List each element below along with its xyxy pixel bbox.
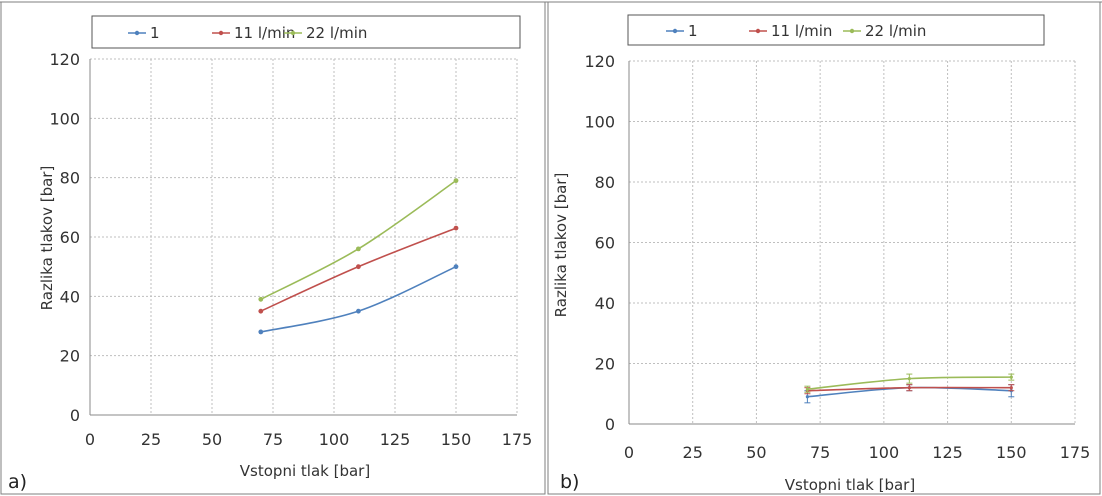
panel-b-x-tick-label: 150 [996,443,1027,462]
panel-b-legend-marker [755,28,761,34]
panel-a-y-tick-label: 80 [60,169,80,188]
panel-b-y-tick-label: 40 [595,294,615,313]
panel-a-data-point [453,178,459,184]
panel-a-label: a) [8,471,27,493]
panel-a-x-tick-label: 25 [141,430,161,449]
panel-a-x-tick-label: 75 [263,430,283,449]
panel-b-data-point [805,387,810,391]
panel-a-x-tick-label: 50 [202,430,222,449]
panel-a-legend: 1 11 l/min 22 l/min [91,15,521,49]
panel-b-legend-marker [849,28,855,34]
panel-b-y-tick-label: 80 [595,173,615,192]
panel-a-series-line-1 [260,227,457,312]
panel-b-data-point [907,386,911,390]
panel-a-frame [0,1,546,495]
panel-b-x-tick-label: 175 [1060,443,1091,462]
panel-b-y-tick-label: 60 [595,234,615,253]
panel-b-x-tick-label: 75 [810,443,830,462]
panel-a-y-tick-label: 100 [49,109,80,128]
panel-b-data-point [805,395,810,399]
panel-b-legend-box [627,14,1045,46]
panel-b-legend: 1 11 l/min 22 l/min [627,14,1045,46]
panel-b-y-tick-label: 20 [595,355,615,374]
panel-a-x-axis-label: Vstopni tlak [bar] [240,462,370,480]
panel-a-data-point [453,264,459,270]
panel-b-legend-label: 11 l/min [771,22,832,40]
panel-b-y-tick-label: 100 [584,113,615,132]
panel-b-x-axis-label: Vstopni tlak [bar] [785,476,915,494]
panel-b-y-axis-label: Razlika tlakov [bar] [552,173,570,318]
panel-a-legend-label: 11 l/min [234,24,295,42]
panel-b-data-point [1009,375,1013,379]
panel-a-data-point [258,308,264,314]
panel-a-legend-box [91,15,521,49]
panel-a-data-point [356,264,361,270]
panel-a-data-point [356,246,361,252]
panel-a-x-tick-label: 0 [85,430,95,449]
panel-b-frame [547,1,1101,495]
panel-a-data-point [356,308,361,314]
panel-a-legend-label: 22 l/min [306,24,367,42]
panel-a-legend-marker [218,30,224,36]
panel-a-legend-label: 1 [150,24,160,42]
panel-a-y-tick-label: 120 [49,50,80,69]
panel-a-data-point [453,225,459,231]
panel-b-x-tick-label: 25 [683,443,703,462]
panel-a-plot: 0 25 50 75 100 125 150 175 0 20 40 60 80 100 120 [49,50,532,449]
panel-a-legend-marker [290,30,296,36]
panel-a-y-tick-label: 40 [60,287,80,306]
panel-a-y-axis-label: Razlika tlakov [bar] [38,166,56,311]
panel-b-y-tick-label: 0 [605,415,615,434]
panel-b-x-tick-label: 0 [624,443,634,462]
panel-b-legend-label: 22 l/min [865,22,926,40]
panel-a-data-point [258,296,264,302]
panel-a-legend-marker [134,30,140,36]
panel-b-label: b) [560,471,579,493]
panel-a-x-tick-label: 150 [441,430,472,449]
panel-a-series-line-0 [260,265,457,333]
panel-a-y-tick-label: 60 [60,228,80,247]
panel-a-y-tick-label: 20 [60,347,80,366]
panel-b-legend-marker [672,28,678,34]
panel-b-data-point [907,377,911,381]
panel-a-data-point [258,329,264,335]
panel-b-data-point [1009,386,1013,390]
panel-b-legend-label: 1 [688,22,698,40]
panel-b-x-tick-label: 125 [932,443,963,462]
panel-a-x-tick-label: 175 [502,430,533,449]
panel-b-plot: 0 25 50 75 100 125 150 175 0 20 40 60 80 100 120 [584,52,1090,462]
panel-a-x-tick-label: 125 [380,430,411,449]
panel-b-x-tick-label: 50 [746,443,766,462]
panel-a-y-tick-label: 0 [70,406,80,425]
panel-a-x-tick-label: 100 [319,430,350,449]
panel-b-x-tick-label: 100 [869,443,900,462]
panel-b-y-tick-label: 120 [584,52,615,71]
